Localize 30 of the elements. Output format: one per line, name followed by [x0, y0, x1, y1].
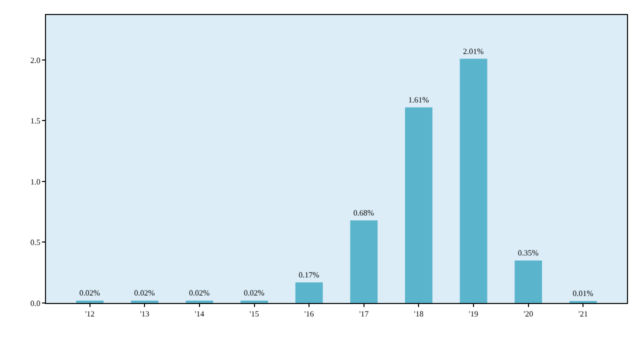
data-label: 0.02% — [188, 288, 210, 298]
bar — [514, 260, 542, 303]
bar — [405, 107, 432, 303]
data-label: 0.02% — [134, 288, 156, 298]
data-label: 0.35% — [518, 248, 539, 258]
data-label: 0.02% — [244, 288, 265, 298]
x-tick-label: '21 — [578, 310, 588, 319]
x-tick-label: '15 — [250, 310, 260, 319]
data-label: 0.01% — [572, 289, 594, 298]
y-tick-label: 0.5 — [30, 238, 40, 248]
data-label: 0.02% — [79, 288, 100, 298]
x-tick-label: '13 — [140, 310, 150, 319]
bar — [295, 282, 323, 303]
x-tick-label: '14 — [194, 310, 204, 319]
x-tick-label: '17 — [359, 310, 369, 319]
data-label: 1.61% — [408, 95, 430, 104]
data-label: 0.17% — [298, 270, 320, 280]
data-label: 0.68% — [353, 208, 374, 218]
x-tick-label: '19 — [468, 310, 478, 319]
y-tick-label: 1.0 — [30, 177, 40, 186]
y-tick-label: 1.5 — [30, 116, 40, 126]
bar — [460, 58, 488, 303]
bar — [350, 220, 378, 303]
y-tick-label: 0.0 — [30, 298, 40, 308]
x-tick-label: '18 — [414, 310, 424, 319]
data-label: 2.01% — [463, 46, 484, 56]
y-tick-label: 2.0 — [30, 56, 40, 65]
x-tick-label: '16 — [304, 310, 314, 319]
x-tick-label: '12 — [85, 310, 95, 319]
x-tick-label: '20 — [524, 310, 534, 319]
